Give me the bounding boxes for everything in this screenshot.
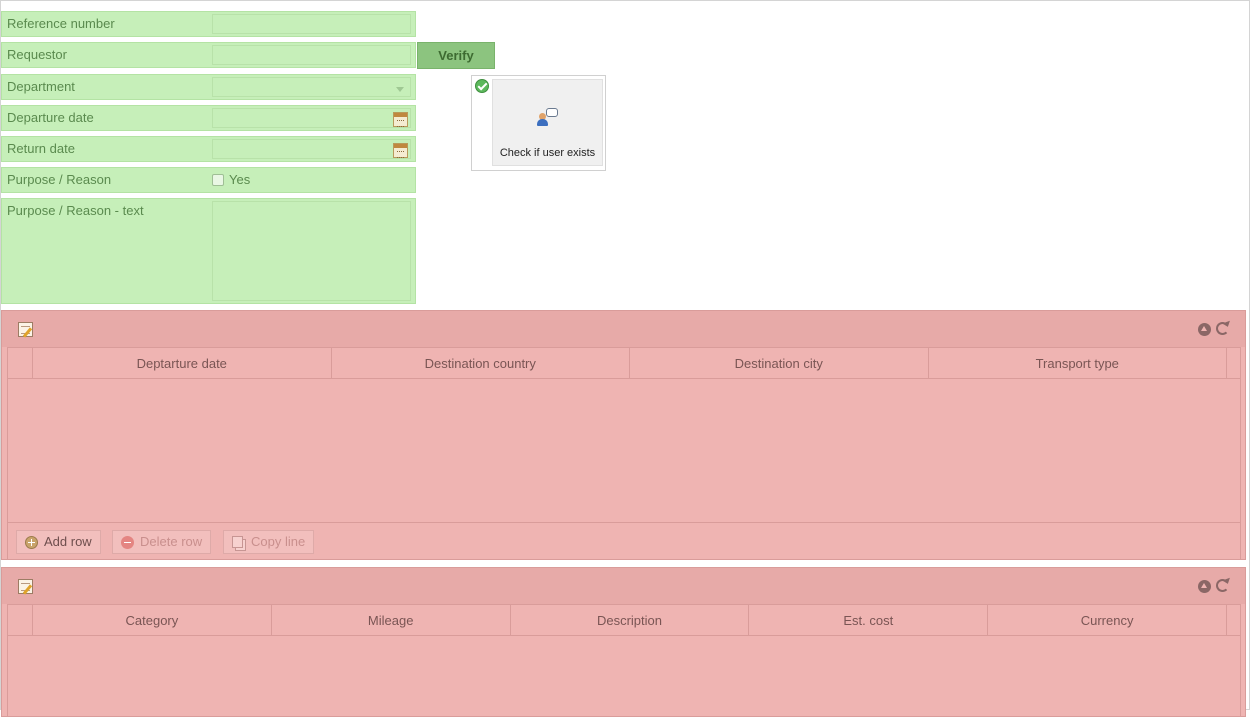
edit-icon[interactable]	[18, 322, 33, 337]
copy-line-button[interactable]: Copy line	[223, 530, 315, 554]
add-row-button[interactable]: Add row	[16, 530, 101, 554]
delete-row-button[interactable]: Delete row	[112, 530, 212, 554]
column-header[interactable]: Currency	[988, 605, 1227, 635]
scroll-gutter	[1227, 348, 1240, 378]
field-label: Departure date	[7, 110, 94, 125]
check-user-button[interactable]: Check if user exists	[492, 79, 603, 166]
grid-header: Category Mileage Description Est. cost C…	[7, 604, 1241, 636]
grid-footer: Add row Delete row Copy line	[7, 522, 1241, 560]
travel-segments-grid: Deptarture date Destination country Dest…	[1, 310, 1246, 560]
field-label: Reference number	[7, 16, 115, 31]
calendar-icon[interactable]	[393, 143, 408, 158]
form-row-departure-date: Departure date	[1, 105, 416, 131]
column-header[interactable]: Category	[33, 605, 272, 635]
form-row-purpose: Purpose / Reason Yes	[1, 167, 416, 193]
chevron-down-icon[interactable]	[396, 87, 404, 92]
copy-icon	[232, 536, 243, 548]
check-circle-icon	[475, 79, 489, 93]
form-row-return-date: Return date	[1, 136, 416, 162]
form-row-purpose-text: Purpose / Reason - text	[1, 198, 416, 304]
field-label: Department	[7, 79, 75, 94]
column-header[interactable]: Description	[511, 605, 750, 635]
collapse-icon[interactable]	[1198, 580, 1211, 593]
grid-toolbar	[2, 311, 1245, 347]
refresh-icon[interactable]	[1216, 579, 1229, 592]
field-label: Purpose / Reason	[7, 172, 112, 187]
departure-date-input[interactable]	[212, 108, 411, 128]
form-row-reference-number: Reference number	[1, 11, 416, 37]
grid-body	[7, 379, 1241, 522]
column-header[interactable]: Mileage	[272, 605, 511, 635]
minus-icon	[121, 536, 134, 549]
requestor-input[interactable]	[212, 45, 411, 65]
row-select-column	[8, 605, 33, 635]
field-label: Return date	[7, 141, 75, 156]
row-select-column	[8, 348, 33, 378]
plus-icon	[25, 536, 38, 549]
delete-row-label: Delete row	[140, 534, 203, 549]
return-date-input[interactable]	[212, 139, 411, 159]
reference-number-input[interactable]	[212, 14, 411, 34]
field-label: Purpose / Reason - text	[7, 203, 144, 218]
collapse-icon[interactable]	[1198, 323, 1211, 336]
purpose-checkbox[interactable]	[212, 174, 224, 186]
check-user-caption: Check if user exists	[499, 147, 596, 159]
check-user-card[interactable]: Check if user exists	[471, 75, 606, 171]
form-row-requestor: Requestor	[1, 42, 416, 68]
copy-line-label: Copy line	[251, 534, 306, 549]
field-label: Requestor	[7, 47, 67, 62]
user-comment-icon	[537, 108, 559, 128]
add-row-label: Add row	[44, 534, 92, 549]
column-header[interactable]: Destination city	[630, 348, 929, 378]
grid-header: Deptarture date Destination country Dest…	[7, 347, 1241, 379]
department-select[interactable]	[212, 77, 411, 97]
column-header[interactable]: Est. cost	[749, 605, 989, 635]
column-header[interactable]: Deptarture date	[33, 348, 332, 378]
expenses-grid: Category Mileage Description Est. cost C…	[1, 567, 1246, 717]
calendar-icon[interactable]	[393, 112, 408, 127]
checkbox-label: Yes	[229, 172, 251, 187]
edit-icon[interactable]	[18, 579, 33, 594]
column-header[interactable]: Transport type	[929, 348, 1227, 378]
refresh-icon[interactable]	[1216, 322, 1229, 335]
scroll-gutter	[1227, 605, 1240, 635]
grid-body	[7, 636, 1241, 716]
form-row-department: Department	[1, 74, 416, 100]
purpose-text-textarea[interactable]	[212, 201, 411, 301]
column-header[interactable]: Destination country	[332, 348, 630, 378]
verify-button[interactable]: Verify	[417, 42, 495, 69]
grid-toolbar	[2, 568, 1245, 604]
